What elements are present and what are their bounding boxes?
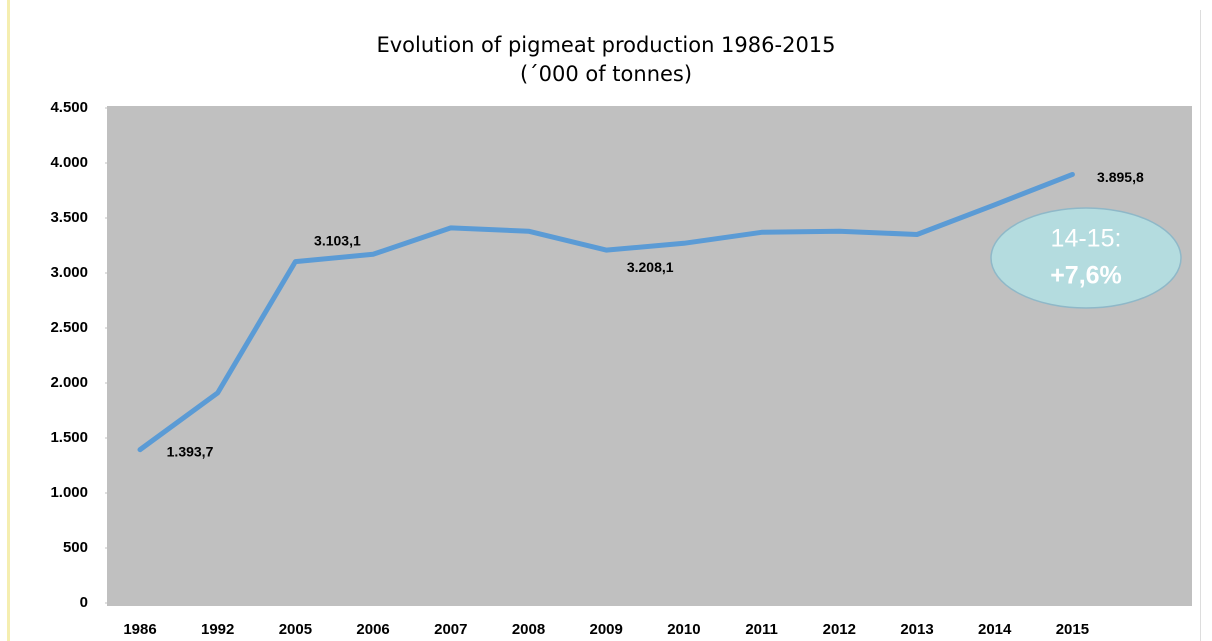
annotation-text: +7,6% — [1050, 262, 1122, 290]
x-tick-label: 2006 — [356, 621, 389, 638]
y-tick-label: 2.500 — [50, 319, 88, 336]
x-tick-label: 2008 — [512, 621, 545, 638]
x-tick-label: 2013 — [900, 621, 933, 638]
line — [137, 171, 1075, 453]
y-tick-label: 3.500 — [50, 209, 88, 226]
y-tick-label: 1.500 — [50, 429, 88, 446]
annotation: 14-15: +7,6% — [990, 207, 1182, 309]
annotation-text: 14-15: — [1051, 225, 1122, 253]
plot-area — [107, 106, 1192, 606]
x-tick-label: 1986 — [123, 621, 156, 638]
y-tick-label: 4.000 — [50, 154, 88, 171]
data-label: 1.393,7 — [167, 443, 214, 459]
y-tick-label: 4.500 — [50, 99, 88, 116]
x-tick-label: 2009 — [590, 621, 623, 638]
y-tick-label: 500 — [63, 539, 88, 556]
x-tick-label: 2012 — [823, 621, 856, 638]
data-label: 3.103,1 — [314, 232, 361, 248]
x-tick-label: 2007 — [434, 621, 467, 638]
x-tick-label: 2011 — [745, 621, 778, 638]
x-tick-label: 2010 — [667, 621, 700, 638]
left-border — [7, 0, 10, 641]
y-tick-label: 2.000 — [50, 374, 88, 391]
x-tick-label: 2015 — [1056, 621, 1089, 638]
x-tick-label: 2014 — [978, 621, 1012, 638]
x-tick-label: 2005 — [279, 621, 312, 638]
chart-subtitle: (´000 of tonnes) — [520, 62, 692, 86]
y-tick-label: 0 — [80, 594, 88, 611]
y-tick-label: 1.000 — [50, 484, 88, 501]
data-label: 3.895,8 — [1097, 169, 1144, 185]
y-tick-label: 3.000 — [50, 264, 88, 281]
right-border — [1200, 10, 1201, 641]
annotation-bubble — [990, 207, 1182, 309]
x-tick-label: 1992 — [201, 621, 234, 638]
data-label: 3.208,1 — [627, 259, 674, 275]
chart-title: Evolution of pigmeat production 1986-201… — [376, 33, 835, 57]
